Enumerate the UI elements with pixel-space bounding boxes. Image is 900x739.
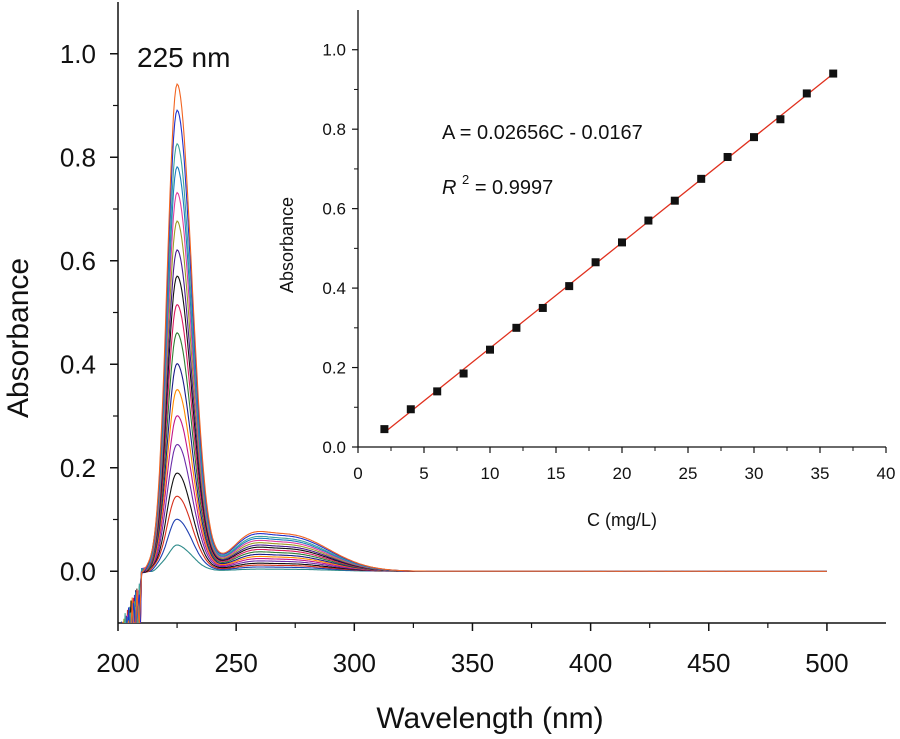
main-x-tick-label: 350 [451,648,494,678]
inset-x-tick-label: 25 [679,464,698,483]
inset-x-tick-label: 15 [547,464,566,483]
spectrum-line [124,443,827,623]
main-y-tick-label: 1.0 [60,39,96,69]
calibration-point [670,196,679,205]
main-x-tick-label: 250 [214,648,257,678]
inset-x-tick-label: 0 [353,464,362,483]
r-squared-exponent: 2 [462,172,469,187]
spectrum-line [126,495,827,623]
spectrum-line [122,82,827,623]
inset-y-tick-label: 0.6 [322,200,346,219]
inset-x-tick-label: 10 [481,464,500,483]
inset-x-tick-label: 35 [811,464,830,483]
main-x-tick-label: 450 [687,648,730,678]
inset-x-tick-label: 20 [613,464,632,483]
main-y-tick-label: 0.6 [60,246,96,276]
calibration-point [406,405,415,414]
spectrum-line [123,415,827,623]
inset-y-axis-label: Absorbance [277,197,297,293]
main-axes: 200 250 300 350 400 450 500 0.00.20.40.60.81.0 [60,2,886,678]
inset-x-axis-label: C (mg/L) [587,510,657,530]
inset-x-tick-label: 30 [745,464,764,483]
inset-panel: 0 5 10 15 20 25 30 35 40 0.0 0.2 0.4 0.6 0.8 1.0 C (m… [277,10,895,530]
r-squared: R 2 = 0.9997 [442,167,553,199]
inset-y-tick-label: 1.0 [322,41,346,60]
inset-x-tick-label: 40 [877,464,896,483]
calibration-point [486,345,494,354]
calibration-point [512,323,521,332]
calibration-point [776,115,785,124]
r-squared-symbol: R [442,177,456,199]
main-y-axis-label: Absorbance [2,258,35,418]
main-x-tick-label: 500 [805,648,848,678]
calibration-point [591,258,600,267]
calibration-point [538,303,547,312]
inset-x-tick-label: 5 [419,464,428,483]
main-y-tick-label: 0.2 [60,453,96,483]
calibration-point [433,387,442,396]
calibration-point [802,89,811,98]
spectrum-line [123,518,827,623]
calibration-point [829,69,838,78]
inset-y-tick-label: 0.0 [322,438,346,457]
r-squared-value: = 0.9997 [475,177,553,199]
inset-y-tick-label: 0.8 [322,120,346,139]
inset-y-tick-label: 0.4 [322,279,346,298]
main-x-tick-label: 200 [96,648,139,678]
main-series-group [120,82,827,623]
main-x-tick-label: 300 [333,648,376,678]
inset-background [358,10,886,447]
main-x-tick-label: 400 [569,648,612,678]
inset-y-tick-label: 0.2 [322,359,346,378]
main-x-axis-label: Wavelength (nm) [376,702,603,735]
calibration-point [459,369,468,378]
main-y-tick-label: 0.8 [60,142,96,172]
calibration-point [380,425,389,434]
calibration-point [697,174,706,183]
main-y-tick-label: 0.4 [60,349,96,379]
calibration-point [565,282,574,291]
calibration-point [723,152,732,161]
calibration-point [644,216,653,225]
calibration-point [618,238,626,247]
peak-annotation: 225 nm [137,42,230,73]
fit-equation: A = 0.02656C - 0.0167 [442,122,643,144]
calibration-point [750,133,758,142]
main-y-tick-label: 0.0 [60,556,96,586]
